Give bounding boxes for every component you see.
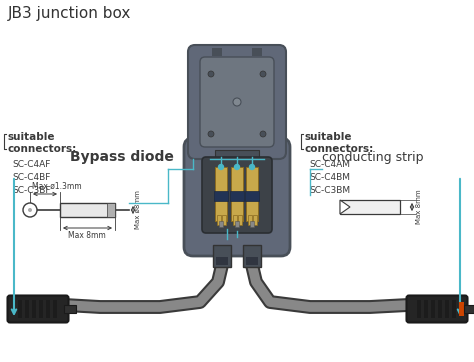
Bar (215, 167, 227, 221)
FancyBboxPatch shape (188, 45, 286, 159)
Text: JB3 junction box: JB3 junction box (8, 6, 131, 21)
Bar (219, 221, 223, 227)
Bar (438, 300, 442, 318)
Bar (64, 305, 76, 313)
Circle shape (260, 131, 266, 137)
Circle shape (249, 164, 255, 169)
Bar (215, 150, 259, 160)
Bar (246, 257, 258, 265)
Bar (212, 48, 222, 56)
Bar (445, 300, 449, 318)
FancyBboxPatch shape (8, 295, 69, 323)
FancyBboxPatch shape (200, 57, 274, 147)
Bar (233, 215, 237, 225)
Circle shape (28, 208, 32, 212)
Polygon shape (340, 200, 350, 214)
Bar (246, 167, 258, 221)
Bar (459, 302, 464, 316)
Bar (243, 245, 261, 267)
Text: suitable
connectors:: suitable connectors: (305, 132, 374, 155)
Bar (46, 300, 50, 318)
Circle shape (219, 164, 224, 169)
Bar (340, 200, 400, 214)
Text: SC-C4AF
SC-C4BF
SC-C3BF: SC-C4AF SC-C4BF SC-C3BF (12, 160, 51, 195)
Text: Max 8mm: Max 8mm (68, 231, 106, 240)
Bar (250, 221, 254, 227)
Bar (231, 167, 243, 221)
FancyBboxPatch shape (407, 295, 467, 323)
Bar (60, 203, 115, 217)
Bar (107, 203, 115, 217)
Bar (431, 300, 435, 318)
Circle shape (260, 71, 266, 77)
FancyBboxPatch shape (202, 157, 272, 233)
Bar (216, 257, 228, 265)
Bar (32, 300, 36, 318)
Circle shape (23, 203, 37, 217)
Text: Bypass diode: Bypass diode (70, 150, 174, 164)
Bar (214, 191, 228, 201)
Bar (230, 191, 244, 201)
Bar (213, 245, 231, 267)
Bar (235, 221, 239, 227)
Bar (248, 215, 252, 225)
Bar (53, 300, 57, 318)
Text: SC-C4AM
SC-C4BM
SC-C3BM: SC-C4AM SC-C4BM SC-C3BM (309, 160, 350, 195)
Bar (424, 300, 428, 318)
Text: conducting strip: conducting strip (322, 151, 423, 164)
FancyBboxPatch shape (184, 138, 290, 256)
Bar (245, 191, 259, 201)
Text: Max ø8mm: Max ø8mm (135, 190, 141, 230)
Circle shape (235, 164, 239, 169)
Bar (222, 215, 226, 225)
Text: suitable
connectors:: suitable connectors: (8, 132, 77, 155)
Bar (39, 300, 43, 318)
Bar (417, 300, 421, 318)
Circle shape (233, 98, 241, 106)
Text: Max 8mm: Max 8mm (416, 190, 422, 224)
Bar (253, 215, 257, 225)
Bar (18, 300, 22, 318)
Circle shape (208, 71, 214, 77)
Bar (217, 215, 221, 225)
Bar (238, 215, 242, 225)
Circle shape (208, 131, 214, 137)
Bar (252, 48, 262, 56)
Text: Max ø1.3mm: Max ø1.3mm (32, 182, 82, 191)
Bar (452, 300, 456, 318)
Bar (464, 305, 474, 313)
Bar (25, 300, 29, 318)
